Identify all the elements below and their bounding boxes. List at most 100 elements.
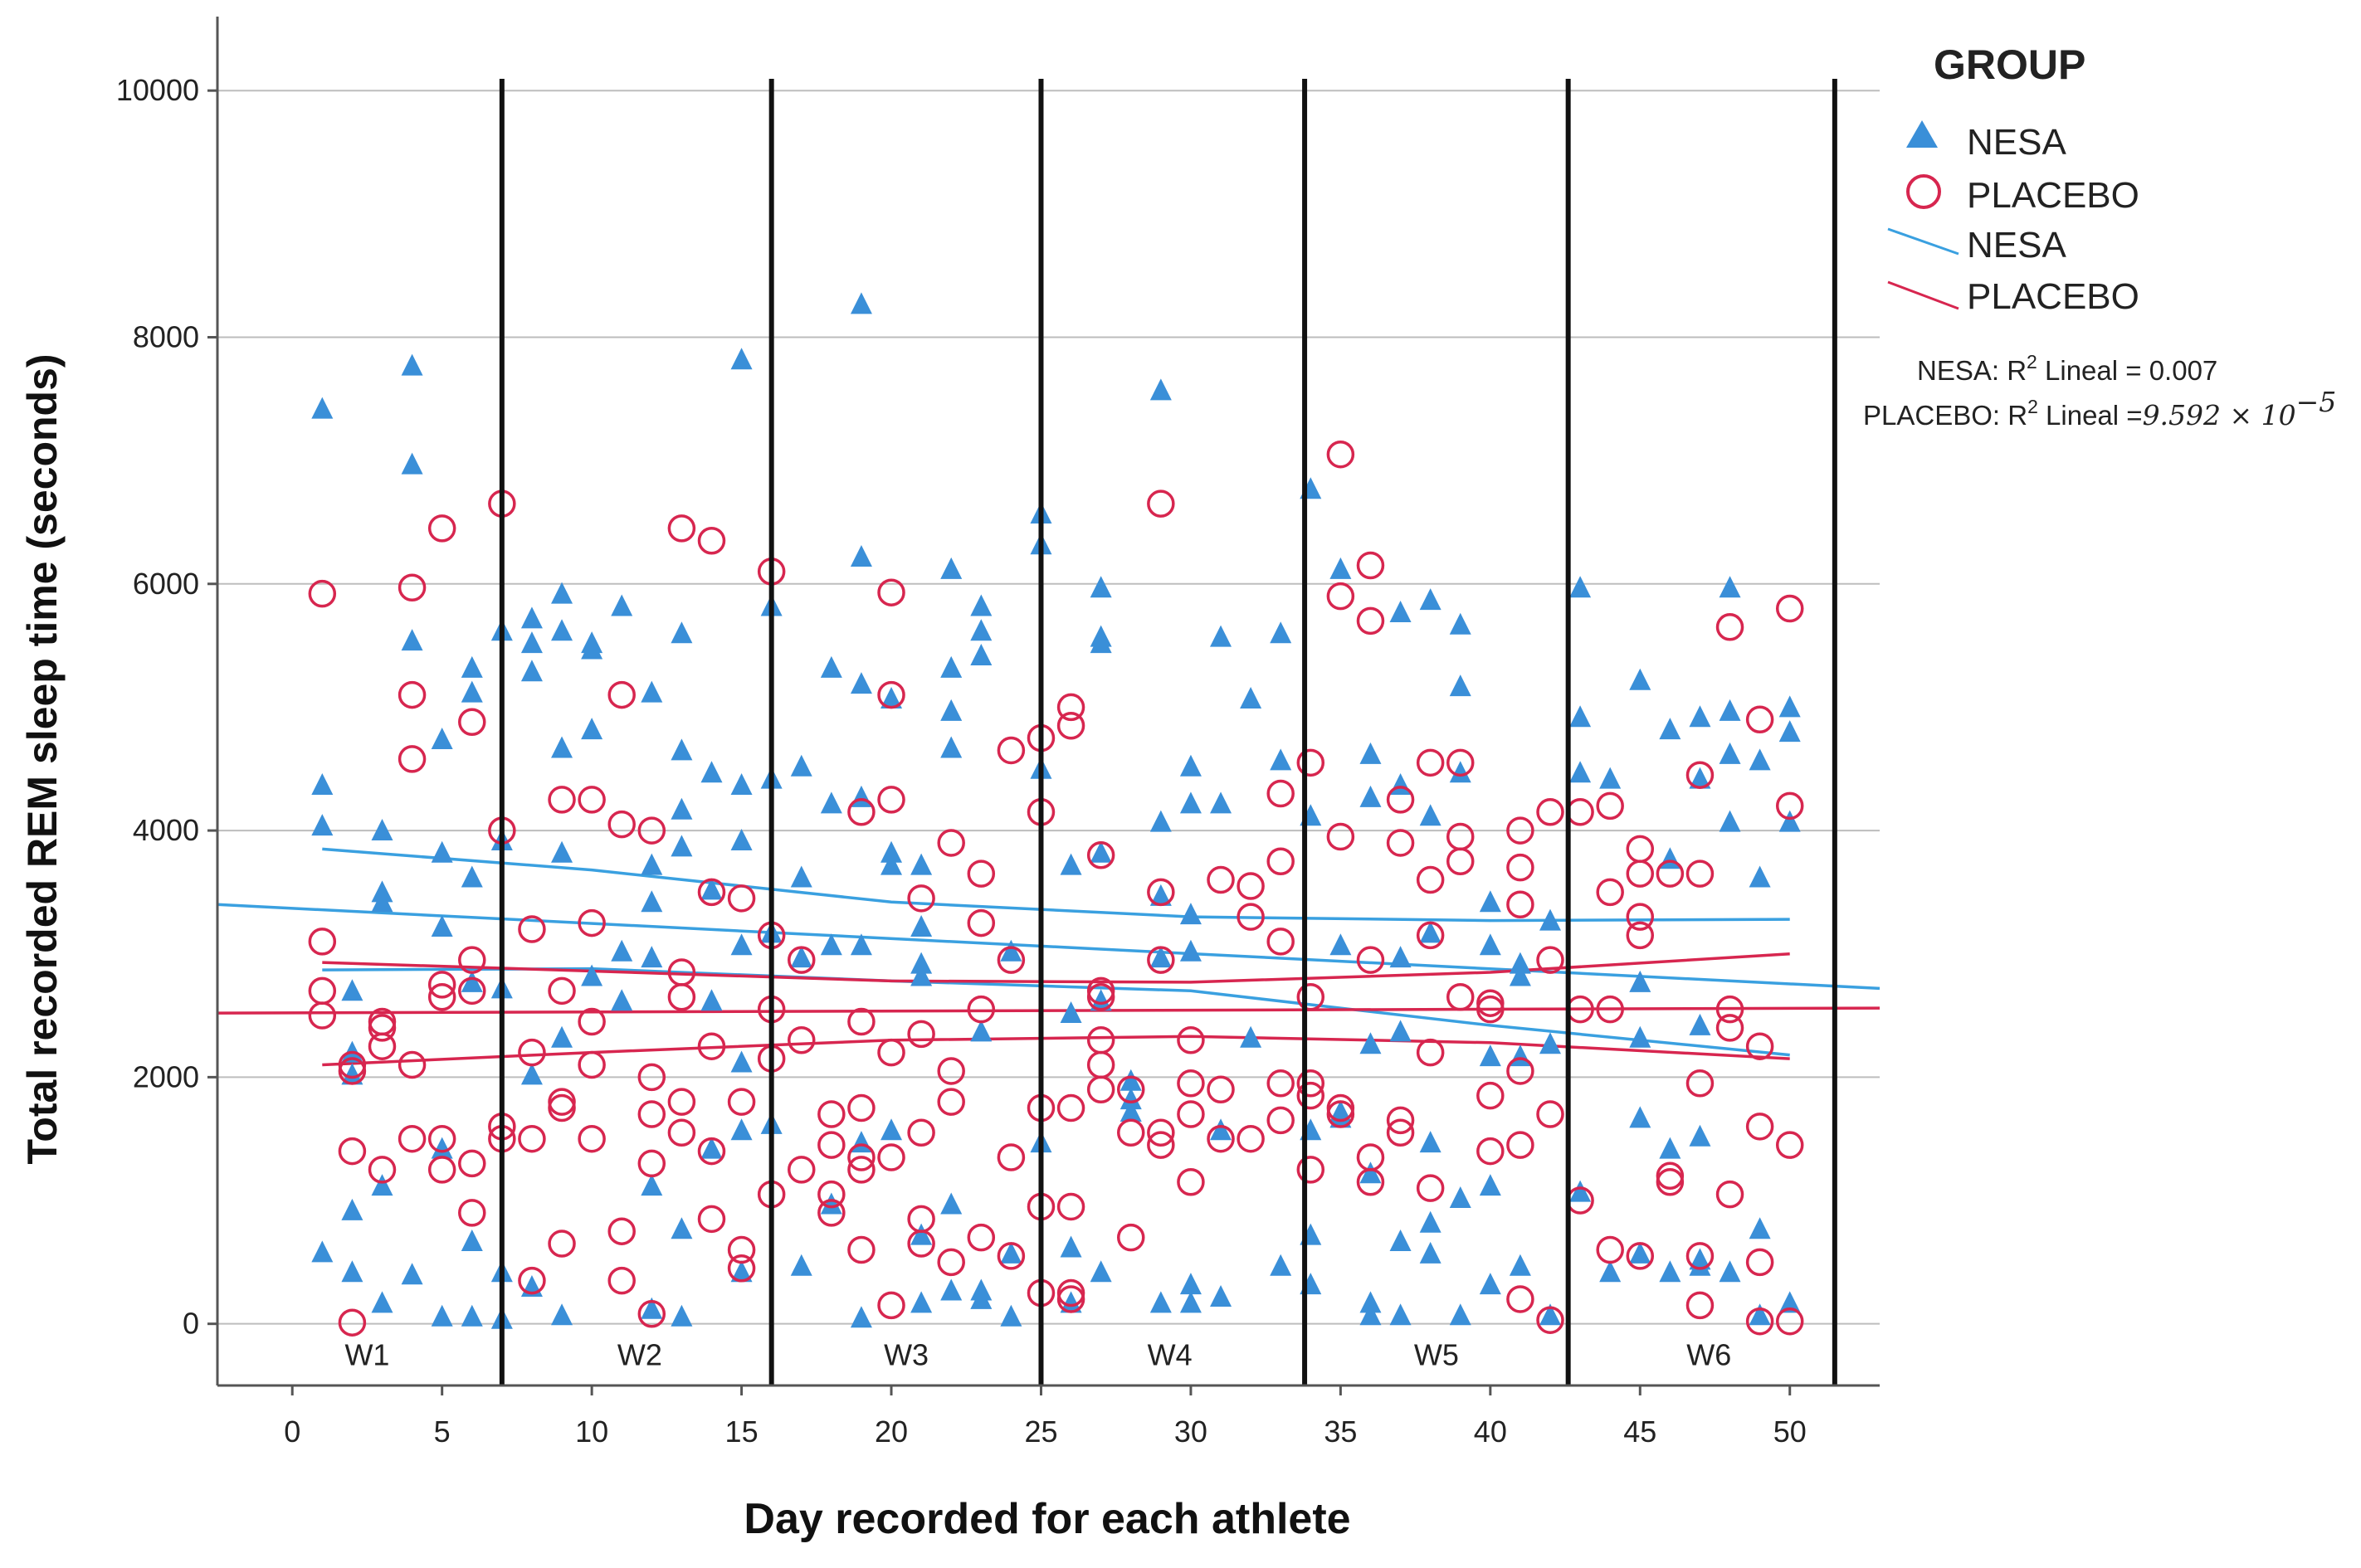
nesa-point bbox=[1240, 687, 1262, 709]
nesa-point bbox=[1149, 946, 1172, 968]
placebo-point bbox=[548, 786, 576, 814]
nesa-point bbox=[700, 761, 723, 783]
nesa-point bbox=[1719, 1260, 1741, 1283]
x-tick-label: 5 bbox=[434, 1415, 451, 1449]
placebo-point bbox=[1386, 786, 1415, 814]
placebo-point bbox=[1626, 903, 1655, 931]
nesa-point bbox=[1749, 865, 1771, 888]
nesa-point bbox=[850, 672, 872, 694]
legend-nesa-line-icon bbox=[1887, 227, 1959, 256]
placebo-point bbox=[1536, 946, 1564, 974]
nesa-point bbox=[820, 1192, 842, 1215]
nesa-point bbox=[970, 1020, 993, 1042]
nesa-point bbox=[671, 835, 693, 857]
nesa-point bbox=[1509, 964, 1531, 986]
nesa-point bbox=[1210, 625, 1232, 647]
nesa-point bbox=[1210, 791, 1232, 814]
placebo-point bbox=[1147, 1131, 1175, 1159]
nesa-point bbox=[461, 655, 483, 678]
placebo-point bbox=[1326, 582, 1355, 611]
legend-title: GROUP bbox=[1934, 41, 2085, 88]
placebo-point bbox=[1506, 1131, 1534, 1159]
placebo-point bbox=[907, 1230, 935, 1258]
nesa-point bbox=[910, 1291, 933, 1313]
placebo-point bbox=[458, 708, 486, 737]
y-tick-label: 4000 bbox=[133, 813, 199, 847]
nesa-point bbox=[1479, 890, 1501, 913]
nesa-point bbox=[671, 738, 693, 761]
placebo-point bbox=[1685, 1242, 1715, 1270]
nesa-point bbox=[401, 1263, 423, 1285]
nesa-point bbox=[970, 594, 993, 616]
nesa-point bbox=[730, 933, 753, 956]
placebo-point bbox=[398, 745, 427, 773]
nesa-point bbox=[1270, 621, 1292, 644]
placebo-point bbox=[1416, 1174, 1445, 1202]
nesa-point bbox=[431, 1137, 453, 1159]
placebo-point bbox=[1656, 859, 1685, 888]
week-label: W5 bbox=[1414, 1338, 1459, 1372]
week-boundaries bbox=[499, 79, 1837, 1385]
placebo-point bbox=[667, 983, 696, 1011]
nesa-point bbox=[1569, 1180, 1592, 1202]
nesa-point bbox=[1149, 810, 1172, 832]
nesa-point bbox=[1629, 668, 1651, 690]
placebo-point bbox=[1416, 748, 1445, 777]
nesa-point bbox=[970, 619, 993, 641]
nesa-point bbox=[1419, 1241, 1441, 1264]
placebo-point bbox=[1086, 841, 1115, 869]
nesa-point bbox=[1359, 1032, 1382, 1054]
nesa-point bbox=[880, 687, 903, 709]
placebo-point bbox=[997, 736, 1026, 765]
nesa-point bbox=[1389, 946, 1412, 968]
legend-nesa-triangle-icon bbox=[1906, 120, 1938, 148]
y-tick-label: 8000 bbox=[133, 319, 199, 353]
nesa-point bbox=[641, 890, 663, 913]
placebo-point bbox=[1147, 946, 1175, 974]
placebo-point bbox=[1326, 1100, 1355, 1128]
nesa-point bbox=[581, 718, 603, 740]
placebo-point bbox=[578, 908, 606, 937]
nesa-point bbox=[1749, 1303, 1771, 1326]
nesa-point bbox=[1060, 1291, 1082, 1313]
nesa-point bbox=[551, 619, 573, 641]
nesa-point bbox=[730, 348, 753, 370]
nesa-point bbox=[1659, 1260, 1681, 1283]
placebo-point bbox=[1715, 995, 1744, 1024]
placebo-point bbox=[937, 1248, 965, 1277]
nesa-point bbox=[1359, 1161, 1382, 1184]
nesa-point bbox=[1778, 1291, 1801, 1313]
placebo-point bbox=[1386, 1106, 1415, 1135]
nesa-point bbox=[1719, 742, 1741, 764]
nesa-point bbox=[1659, 718, 1681, 740]
week-label: W1 bbox=[344, 1338, 389, 1372]
nesa-point bbox=[1449, 1303, 1471, 1326]
placebo-point bbox=[637, 1063, 666, 1092]
placebo-point bbox=[1386, 829, 1415, 857]
nesa-point bbox=[1179, 939, 1202, 962]
placebo-point bbox=[458, 1149, 486, 1178]
nesa-point bbox=[730, 828, 753, 850]
nesa-point bbox=[730, 773, 753, 796]
placebo-point bbox=[1326, 822, 1355, 851]
x-tick-label: 45 bbox=[1623, 1415, 1656, 1449]
placebo-point bbox=[1476, 995, 1505, 1024]
nesa-point bbox=[880, 840, 903, 863]
nesa-point bbox=[1539, 908, 1562, 931]
nesa-point bbox=[341, 979, 363, 1001]
nesa-point bbox=[1509, 952, 1531, 974]
placebo-point bbox=[1177, 1026, 1205, 1054]
nesa-point bbox=[1449, 1186, 1471, 1209]
placebo-point bbox=[1506, 816, 1534, 845]
placebo-point bbox=[1056, 693, 1085, 722]
placebo-point bbox=[1685, 1069, 1715, 1098]
placebo-point bbox=[1596, 791, 1624, 821]
nesa-point bbox=[371, 1174, 393, 1196]
placebo-point bbox=[308, 579, 337, 608]
placebo-point bbox=[967, 859, 996, 888]
placebo-point bbox=[877, 680, 905, 709]
nesa-point bbox=[790, 946, 812, 968]
nesa-point bbox=[461, 680, 483, 703]
nesa-point bbox=[431, 840, 453, 863]
nesa-point bbox=[1539, 1303, 1562, 1326]
